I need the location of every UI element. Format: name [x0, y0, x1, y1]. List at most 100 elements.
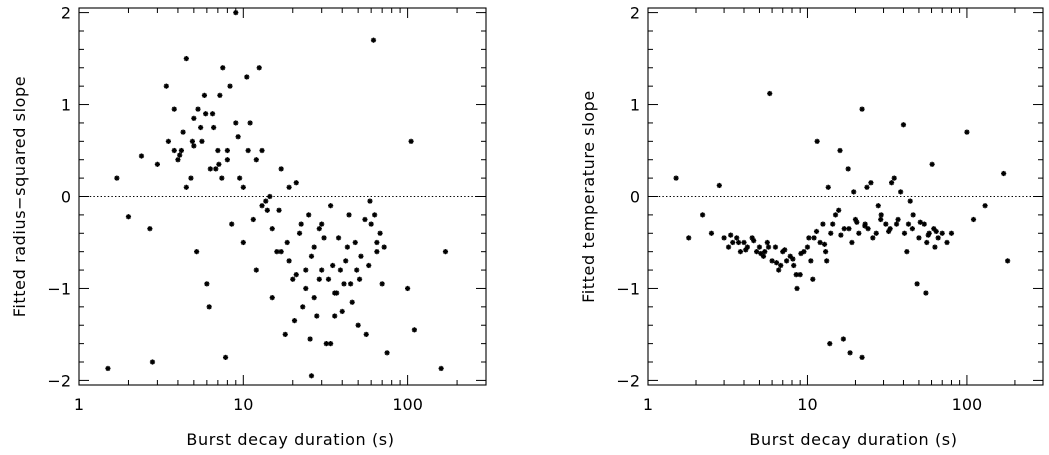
right-data-point: [932, 244, 938, 250]
right-data-point: [851, 189, 857, 195]
left-data-point: [291, 318, 298, 324]
left-data-point: [183, 55, 189, 62]
right-data-point: [673, 175, 679, 181]
right-data-point: [758, 250, 764, 257]
right-data-point: [765, 244, 772, 250]
left-data-point: [188, 175, 194, 181]
right-data-point: [772, 244, 779, 250]
left-data-point: [321, 235, 327, 241]
left-data-point: [194, 249, 200, 255]
right-data-point: [828, 230, 834, 236]
left-data-point: [348, 281, 354, 287]
right-data-point: [875, 203, 881, 209]
right-data-point: [806, 235, 812, 241]
right-data-point: [827, 341, 833, 347]
left-data-point: [209, 111, 216, 117]
right-data-point: [854, 219, 860, 225]
right-data-point: [754, 249, 760, 255]
right-data-point: [730, 239, 736, 246]
right-data-point: [804, 244, 811, 250]
left-data-point: [237, 175, 243, 181]
right-data-point: [970, 216, 977, 223]
left-y-tick-label: −2: [47, 371, 71, 390]
right-data-point: [905, 221, 912, 227]
right-data-point: [700, 212, 706, 218]
right-data-point: [914, 281, 920, 287]
right-data-point: [751, 238, 757, 244]
left-y-axis-title: Fitted radius−squared slope: [10, 76, 29, 318]
left-data-point: [341, 281, 347, 287]
left-data-point: [189, 138, 196, 144]
left-data-point: [147, 226, 153, 232]
left-scatter-panel: 1 10 100 −2 −1 0 1 2 Burst decay duration (s) Fit…: [10, 4, 487, 449]
left-data-point: [203, 111, 209, 117]
left-data-point: [204, 281, 210, 287]
left-data-point: [374, 239, 380, 246]
left-data-point: [307, 336, 313, 342]
right-data-point: [917, 219, 923, 225]
right-data-point: [944, 239, 950, 246]
right-data-point: [840, 336, 846, 342]
left-data-point: [250, 216, 256, 223]
left-data-point: [335, 235, 342, 241]
right-data-point: [935, 235, 941, 241]
right-data-point: [838, 232, 844, 238]
right-data-point: [878, 216, 884, 223]
right-data-point: [686, 235, 692, 241]
left-data-point: [296, 230, 303, 236]
left-data-point: [303, 285, 309, 292]
right-data-point: [734, 235, 740, 241]
left-x-tick-label: 10: [233, 395, 253, 414]
left-data-point: [138, 153, 145, 159]
right-data-point: [764, 239, 770, 246]
right-y-tick-label: −2: [616, 371, 640, 390]
left-data-point: [330, 262, 336, 269]
left-data-point: [269, 295, 275, 301]
right-scatter-panel: 1 10 100 −2 −1 0 1 2 Burst decay duration (s) Fit…: [579, 4, 1044, 449]
left-data-point: [165, 138, 171, 144]
left-data-point: [216, 161, 222, 167]
left-data-point: [349, 299, 355, 305]
right-data-point: [868, 180, 874, 186]
left-data-point: [267, 193, 273, 200]
left-data-point: [263, 198, 269, 204]
left-data-point: [408, 138, 414, 144]
right-data-point: [773, 260, 780, 266]
right-data-point: [846, 226, 852, 232]
right-data-point: [841, 226, 847, 232]
right-data-point: [791, 262, 797, 269]
right-data-point: [716, 182, 722, 189]
left-y-tick-label: 0: [61, 188, 71, 207]
right-data-point: [895, 216, 901, 223]
left-x-tick-label: 1: [74, 395, 84, 414]
right-data-point: [790, 256, 796, 262]
left-data-point: [178, 147, 185, 154]
left-data-point: [379, 281, 385, 287]
left-data-point: [314, 313, 320, 319]
left-data-point: [154, 161, 160, 167]
left-data-point: [337, 267, 344, 273]
left-data-point: [293, 272, 299, 278]
left-data-point: [207, 166, 213, 172]
right-data-point: [845, 166, 851, 172]
left-data-point: [316, 226, 322, 232]
left-data-point: [253, 267, 259, 273]
right-data-point: [1001, 170, 1007, 177]
left-data-point: [377, 230, 383, 236]
right-data-point: [891, 175, 897, 181]
right-data-point: [743, 247, 749, 253]
left-data-point: [368, 221, 374, 227]
right-data-point: [825, 184, 831, 190]
right-data-point: [721, 235, 727, 241]
left-data-point: [220, 65, 226, 71]
left-data-point: [442, 249, 449, 255]
right-data-point: [929, 161, 935, 167]
right-data-point: [916, 235, 922, 241]
right-data-point: [808, 258, 814, 264]
left-data-point: [405, 285, 411, 292]
right-y-tick-label: 2: [630, 4, 640, 23]
left-data-point: [171, 147, 177, 154]
left-data-point: [319, 221, 325, 227]
right-data-point: [893, 221, 900, 227]
left-data-point: [372, 212, 378, 218]
